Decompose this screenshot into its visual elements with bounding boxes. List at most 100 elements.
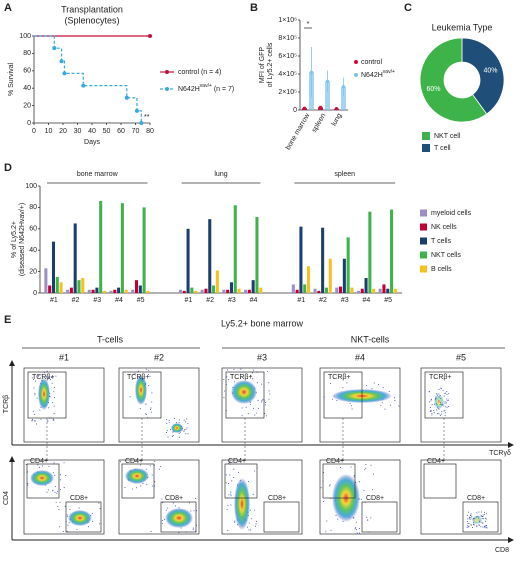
gate-label: CD4+: [427, 458, 445, 465]
gate-label: CD4+: [30, 458, 48, 465]
bar: [99, 200, 103, 293]
flow-plot: [221, 459, 303, 535]
event-dot: [192, 527, 194, 529]
event-dot: [467, 521, 469, 523]
density-blob: [171, 423, 183, 433]
density-blob: [472, 516, 482, 524]
legend-label: myeloid cells: [431, 210, 472, 217]
event-dot: [133, 373, 135, 375]
gate: [224, 463, 258, 499]
bar: [66, 289, 70, 293]
event-dot: [339, 466, 341, 468]
sample-label: #4: [355, 352, 365, 362]
event-dot: [436, 409, 438, 411]
bar: [212, 285, 216, 293]
bar: [372, 288, 376, 293]
event-dot: [485, 525, 487, 527]
gate-label: TCRβ+: [32, 374, 55, 381]
bar: [81, 278, 85, 293]
event-dot: [52, 418, 54, 420]
event-dot: [49, 379, 51, 381]
event-dot: [436, 393, 438, 395]
arrow-head: [508, 442, 514, 448]
event-dot: [166, 432, 168, 434]
x-tick-label: 70: [132, 128, 140, 135]
event-dot: [264, 402, 266, 404]
event-dot: [55, 375, 57, 377]
event-dot: [137, 370, 139, 372]
bar: [291, 284, 295, 293]
legend-swatch: [420, 265, 427, 273]
bar: [109, 290, 113, 293]
x-tick-label: 20: [59, 128, 67, 135]
event-dot: [441, 411, 443, 413]
event-dot: [57, 505, 59, 507]
event-dot: [149, 375, 151, 377]
event-dot: [27, 483, 29, 485]
event-dot: [92, 520, 94, 522]
density-blob: [234, 478, 250, 530]
event-dot: [87, 526, 89, 528]
event-dot: [438, 413, 440, 415]
event-dot: [485, 527, 487, 529]
event-dot: [174, 417, 176, 419]
panel-letter: C: [404, 2, 412, 14]
event-dot: [52, 376, 54, 378]
event-dot: [429, 407, 431, 409]
density-blob: [125, 468, 149, 484]
event-dot: [246, 377, 248, 379]
event-dot: [468, 526, 470, 528]
event-dot: [437, 412, 439, 414]
bar: [222, 289, 226, 293]
event-dot: [484, 511, 486, 513]
event-dot: [31, 377, 33, 379]
event-dot: [484, 513, 486, 515]
survival-point: [62, 71, 67, 76]
axis-label: TCRγδ: [489, 450, 511, 457]
event-dot: [254, 414, 256, 416]
event-dot: [269, 393, 271, 395]
event-dot: [240, 368, 242, 370]
flow-plot: [420, 367, 502, 443]
event-dot: [486, 525, 488, 527]
survival-point: [81, 83, 86, 88]
event-dot: [466, 525, 468, 527]
event-dot: [47, 489, 49, 491]
event-dot: [398, 405, 400, 407]
event-dot: [485, 520, 487, 522]
event-dot: [373, 473, 375, 475]
gate-label: CD4+: [228, 458, 246, 465]
y-tick-label: 8×10⁵: [278, 35, 297, 42]
legend-sup: vav/+: [383, 69, 395, 75]
bar: [226, 289, 230, 293]
event-dot: [480, 515, 482, 517]
event-dot: [56, 490, 58, 492]
event-dot: [224, 390, 226, 392]
bar: [182, 290, 186, 293]
x-tick-label: #1: [50, 297, 58, 304]
x-tick-label: #2: [319, 297, 327, 304]
event-dot: [268, 382, 270, 384]
event-dot: [466, 514, 468, 516]
survival-line: [34, 35, 142, 123]
bar-point: [302, 106, 307, 110]
event-dot: [439, 414, 441, 416]
event-dot: [388, 391, 390, 393]
event-dot: [176, 422, 178, 424]
event-dot: [364, 469, 366, 471]
event-dot: [485, 517, 487, 519]
event-dot: [252, 378, 254, 380]
bar: [134, 280, 139, 293]
gate: [65, 501, 102, 533]
density-blob: [231, 380, 257, 404]
gate-label: TCRβ+: [429, 374, 452, 381]
event-dot: [36, 423, 38, 425]
event-dot: [172, 431, 174, 433]
x-axis-label: Days: [84, 139, 100, 146]
gate-label: TCRβ+: [127, 374, 150, 381]
bar: [44, 268, 48, 293]
event-dot: [178, 422, 180, 424]
sample-label: #2: [154, 352, 164, 362]
bar: [200, 289, 204, 293]
bar: [259, 287, 263, 293]
